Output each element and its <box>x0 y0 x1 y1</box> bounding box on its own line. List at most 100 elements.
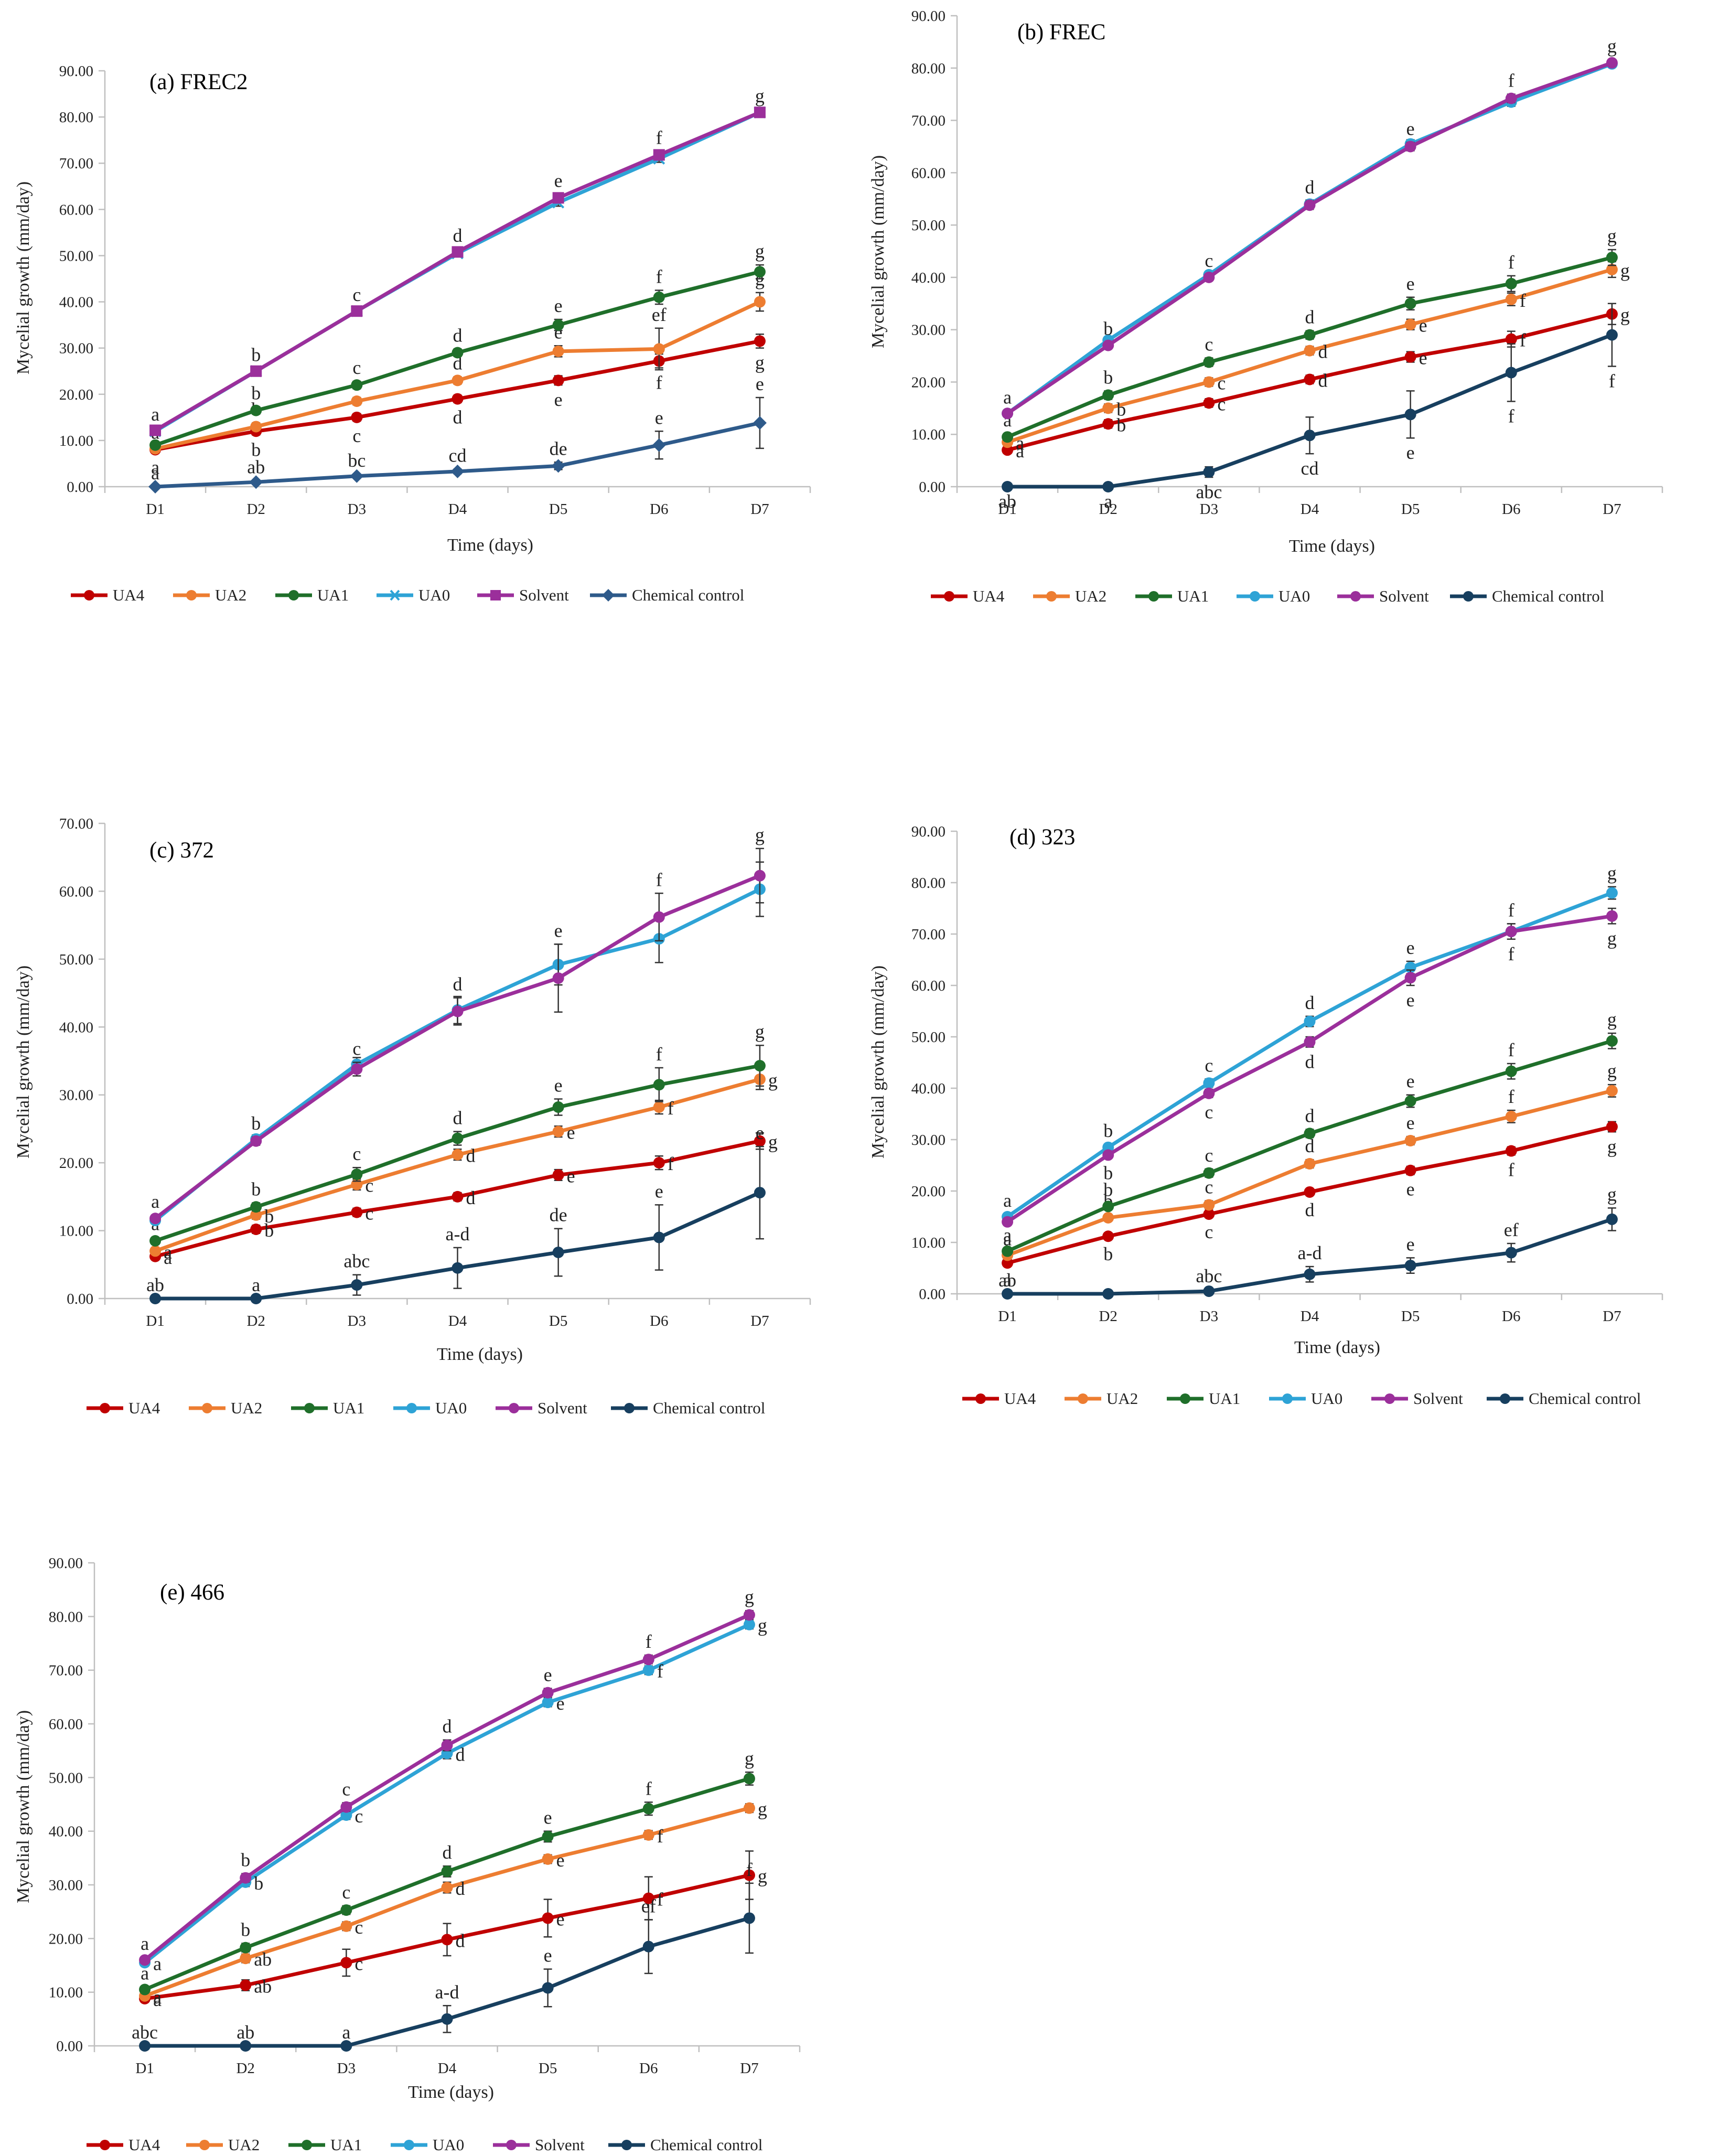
data-point <box>452 393 464 405</box>
significance-label: abc <box>132 2022 158 2043</box>
significance-label: de <box>550 1205 567 1226</box>
significance-label: g <box>1607 1136 1617 1157</box>
significance-label: f <box>656 372 662 393</box>
significance-label: g <box>1607 928 1617 949</box>
legend-swatch-marker <box>199 2140 210 2150</box>
data-point <box>1505 926 1517 938</box>
series-ua4: a b c d ef g <box>1002 1121 1618 1291</box>
significance-label: b <box>264 1206 274 1227</box>
x-tick-label: D4 <box>448 1313 467 1329</box>
significance-label: d <box>1305 1052 1315 1072</box>
legend-swatch-marker <box>406 1403 417 1413</box>
data-point <box>1203 1087 1215 1099</box>
data-point <box>1606 1085 1618 1097</box>
data-point <box>653 1157 665 1169</box>
x-axis-title: Time (days) <box>408 2083 494 2102</box>
y-tick-label: 30.00 <box>59 340 93 357</box>
data-point <box>1304 1015 1316 1027</box>
significance-label: g <box>1620 305 1630 326</box>
y-tick-label: 70.00 <box>911 113 945 130</box>
significance-label: e <box>554 389 563 410</box>
y-tick-label: 50.00 <box>59 951 93 968</box>
significance-label: d <box>1305 1135 1315 1156</box>
y-tick-label: 40.00 <box>49 1824 83 1840</box>
significance-label: e <box>554 295 563 316</box>
significance-label: a <box>151 1191 159 1212</box>
legend-label: UA4 <box>128 2136 160 2154</box>
significance-label: b <box>1103 1243 1113 1264</box>
significance-label: b <box>251 344 261 365</box>
significance-label: c <box>1205 1221 1213 1242</box>
significance-label: e <box>544 1945 552 1966</box>
data-point <box>1203 1077 1215 1089</box>
legend-swatch-marker <box>84 590 94 600</box>
chart-panel-5: 0.00 10.00 20.00 30.00 40.00 50.00 60.00 70.00 8… <box>14 1555 801 2154</box>
x-tick-label: D2 <box>246 1313 265 1329</box>
significance-label: a <box>1003 1270 1012 1291</box>
significance-label: f <box>657 1826 663 1847</box>
y-tick-label: 70.00 <box>59 155 93 172</box>
significance-label: e <box>1406 1233 1415 1254</box>
x-tick-label: D4 <box>1301 501 1319 518</box>
significance-label: g <box>1607 1184 1617 1205</box>
data-point <box>1203 1285 1215 1297</box>
significance-label: a <box>1003 387 1012 407</box>
legend: UA4 UA2 UA1 UA0 Solvent Chemical control <box>931 587 1604 605</box>
data-point <box>139 2040 151 2052</box>
significance-label: ab <box>254 1976 272 1997</box>
y-tick-label: 40.00 <box>911 270 945 286</box>
significance-label: f <box>1520 330 1526 351</box>
x-axis-title: Time (days) <box>1294 1338 1380 1357</box>
legend-item: UA2 <box>186 2136 260 2154</box>
data-point <box>653 149 665 161</box>
legend-swatch-marker <box>404 2140 414 2150</box>
y-tick-label: 90.00 <box>911 823 945 840</box>
y-tick-label: 0.00 <box>67 479 93 496</box>
data-point <box>1404 318 1416 330</box>
chart-panel-1: 0.00 10.00 20.00 30.00 40.00 50.00 60.00 70.00 8… <box>14 63 811 604</box>
significance-label: d <box>1305 1105 1315 1126</box>
significance-label: d <box>453 407 463 428</box>
data-point <box>754 266 766 278</box>
legend-swatch-marker <box>390 589 400 601</box>
legend-label: Chemical control <box>1529 1389 1641 1408</box>
data-point <box>1505 1145 1517 1157</box>
data-point <box>249 475 263 489</box>
data-point <box>552 374 564 387</box>
data-point <box>1304 199 1316 211</box>
significance-label: c <box>1205 1102 1213 1123</box>
data-point <box>652 438 666 452</box>
significance-label: a <box>1003 1190 1012 1211</box>
y-tick-label: 50.00 <box>49 1769 83 1786</box>
data-point <box>139 1954 151 1966</box>
significance-label: ef <box>1504 1219 1519 1240</box>
legend-item: UA0 <box>391 2136 464 2154</box>
legend-label: UA4 <box>128 1399 160 1417</box>
y-tick-label: 60.00 <box>911 978 945 994</box>
significance-label: g <box>755 241 765 262</box>
significance-label: c <box>1205 1145 1213 1166</box>
data-point <box>1606 910 1618 922</box>
significance-label: g <box>745 1586 754 1607</box>
significance-label: d <box>453 974 463 995</box>
data-point <box>1203 376 1215 388</box>
data-point <box>1102 402 1114 414</box>
data-point <box>1203 356 1215 368</box>
x-tick-label: D6 <box>650 501 668 518</box>
data-point <box>450 464 465 478</box>
significance-label: a <box>153 1989 162 2010</box>
data-point <box>743 1802 755 1814</box>
chart-title: (d) 323 <box>1009 825 1075 850</box>
legend-label: UA2 <box>1075 587 1106 605</box>
significance-label: c <box>365 1203 373 1224</box>
data-point <box>340 1801 352 1813</box>
significance-label: c <box>354 1953 363 1974</box>
x-axis-title: Time (days) <box>1289 537 1375 556</box>
significance-label: b <box>251 1113 261 1134</box>
data-point <box>552 345 564 357</box>
significance-label: ab <box>146 1274 164 1295</box>
